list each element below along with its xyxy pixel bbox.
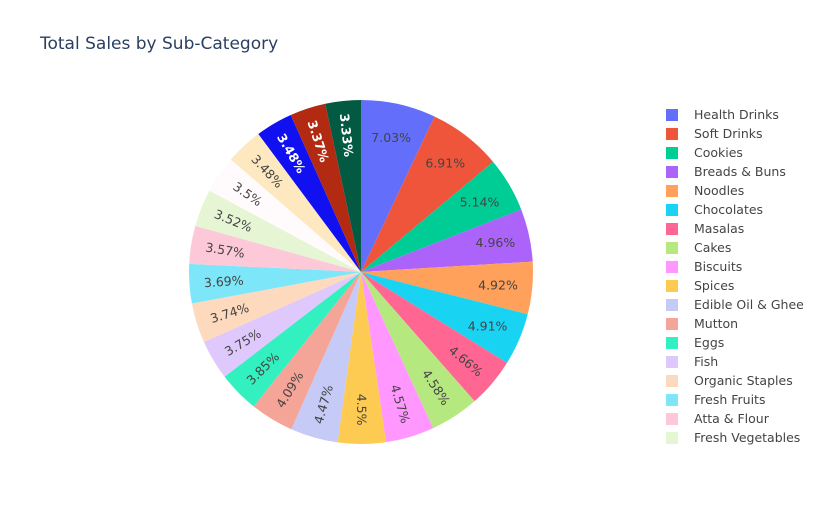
- legend-item[interactable]: Fresh Fruits: [666, 390, 804, 409]
- pie-slice[interactable]: [361, 100, 435, 272]
- legend-swatch: [666, 431, 678, 444]
- legend-label: Atta & Flour: [694, 411, 769, 426]
- legend-item[interactable]: Fresh Vegetables: [666, 428, 804, 447]
- legend-label: Eggs: [694, 335, 725, 350]
- legend-swatch: [666, 336, 678, 349]
- legend-swatch: [666, 108, 678, 121]
- legend-item[interactable]: Health Drinks: [666, 105, 804, 124]
- legend-label: Fresh Fruits: [694, 392, 766, 407]
- pie-slice[interactable]: [188, 263, 361, 304]
- pie-slice[interactable]: [209, 159, 361, 272]
- pie-slice-label: 7.03%: [371, 130, 411, 145]
- legend-item[interactable]: Edible Oil & Ghee: [666, 295, 804, 314]
- pie-slice[interactable]: [189, 225, 361, 272]
- legend-swatch: [666, 203, 678, 216]
- legend-item[interactable]: Cakes: [666, 238, 804, 257]
- pie-slice-label: 3.57%: [204, 240, 246, 261]
- pie-slice-label: 4.91%: [468, 318, 508, 333]
- legend-item[interactable]: Spices: [666, 276, 804, 295]
- pie-slice[interactable]: [361, 272, 528, 363]
- legend-swatch: [666, 165, 678, 178]
- pie-slice-label: 4.96%: [476, 235, 516, 250]
- legend-swatch: [666, 184, 678, 197]
- legend-swatch: [666, 393, 678, 406]
- legend-item[interactable]: Fish: [666, 352, 804, 371]
- legend-label: Edible Oil & Ghee: [694, 297, 804, 312]
- pie-slice[interactable]: [195, 190, 361, 272]
- legend-label: Chocolates: [694, 202, 764, 217]
- pie-slice-label: 6.91%: [425, 156, 465, 171]
- legend-swatch: [666, 260, 678, 273]
- legend-label: Fish: [694, 354, 719, 369]
- legend: Health Drinks Soft Drinks Cookies Breads & …: [666, 105, 804, 447]
- pie-slice-label: 3.69%: [203, 273, 244, 291]
- legend-swatch: [666, 241, 678, 254]
- legend-label: Fresh Vegetables: [694, 430, 801, 445]
- legend-swatch: [666, 222, 678, 235]
- legend-swatch: [666, 298, 678, 311]
- pie-slice[interactable]: [361, 272, 475, 429]
- pie-slice[interactable]: [290, 103, 361, 272]
- legend-swatch: [666, 412, 678, 425]
- legend-label: Cookies: [694, 145, 743, 160]
- legend-label: Masalas: [694, 221, 745, 236]
- pie-slice[interactable]: [361, 209, 533, 272]
- pie-slice-label: 4.5%: [354, 394, 369, 426]
- legend-swatch: [666, 355, 678, 368]
- legend-item[interactable]: Organic Staples: [666, 371, 804, 390]
- legend-item[interactable]: Breads & Buns: [666, 162, 804, 181]
- legend-label: Soft Drinks: [694, 126, 763, 141]
- legend-swatch: [666, 279, 678, 292]
- legend-swatch: [666, 374, 678, 387]
- legend-label: Spices: [694, 278, 735, 293]
- legend-item[interactable]: Chocolates: [666, 200, 804, 219]
- legend-item[interactable]: Soft Drinks: [666, 124, 804, 143]
- chart-title: Total Sales by Sub-Category: [40, 34, 279, 54]
- pie-slice[interactable]: [361, 272, 434, 443]
- legend-item[interactable]: Noodles: [666, 181, 804, 200]
- pie-slice[interactable]: [203, 272, 361, 377]
- legend-label: Noodles: [694, 183, 745, 198]
- legend-swatch: [666, 317, 678, 330]
- pie-slice[interactable]: [337, 272, 387, 444]
- legend-label: Biscuits: [694, 259, 743, 274]
- legend-label: Cakes: [694, 240, 732, 255]
- pie-slices: [188, 100, 533, 444]
- pie-slice-label: 5.14%: [460, 195, 500, 210]
- pie-slice[interactable]: [230, 133, 361, 272]
- legend-item[interactable]: Atta & Flour: [666, 409, 804, 428]
- legend-label: Mutton: [694, 316, 739, 331]
- pie-slice[interactable]: [361, 161, 522, 272]
- pie-slice[interactable]: [291, 272, 361, 443]
- legend-item[interactable]: Mutton: [666, 314, 804, 333]
- legend-swatch: [666, 127, 678, 140]
- pie-slice[interactable]: [361, 116, 494, 273]
- pie-slice-label: 4.92%: [478, 277, 518, 292]
- pie-slice[interactable]: [224, 272, 361, 407]
- legend-label: Breads & Buns: [694, 164, 786, 179]
- legend-item[interactable]: Cookies: [666, 143, 804, 162]
- pie-slice[interactable]: [253, 272, 361, 430]
- pie-slice-label: 3.33%: [337, 113, 356, 158]
- pie-slice[interactable]: [361, 261, 533, 315]
- pie-slice[interactable]: [191, 272, 361, 343]
- pie-slice[interactable]: [325, 100, 361, 272]
- legend-item[interactable]: Masalas: [666, 219, 804, 238]
- legend-swatch: [666, 146, 678, 159]
- legend-label: Organic Staples: [694, 373, 793, 388]
- legend-label: Health Drinks: [694, 107, 779, 122]
- legend-item[interactable]: Eggs: [666, 333, 804, 352]
- legend-item[interactable]: Biscuits: [666, 257, 804, 276]
- pie-slice[interactable]: [258, 115, 361, 272]
- pie-slice[interactable]: [361, 272, 508, 402]
